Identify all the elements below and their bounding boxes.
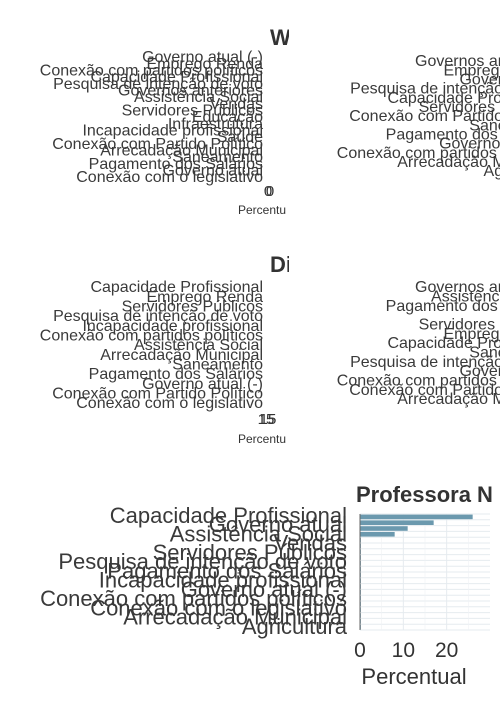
x-tick-label: 10: [392, 639, 415, 662]
category-label: Servidores Públicos: [419, 317, 500, 334]
category-label: Conexão com Partido Político: [52, 136, 263, 153]
category-label: Arrecadação Municipal: [123, 605, 347, 630]
chart-panel-1: Governos anterioresEmprego RendaGoverno …: [337, 53, 500, 180]
category-label: Pagamento dos Salários: [89, 156, 263, 173]
category-label: Pesquisa de intenção de voto: [58, 549, 347, 574]
category-label: Capacidade Profissional: [387, 90, 500, 107]
category-label: Arrecadação Municipal: [397, 391, 500, 408]
category-label: Governo atual: [209, 512, 347, 537]
category-label: Capacidade Profissional: [387, 335, 500, 352]
category-label: Vendas: [274, 531, 347, 556]
category-label: Governo atual (-): [181, 577, 347, 602]
chart-title: Di: [270, 252, 292, 277]
category-label: Governo atual (-): [142, 49, 263, 66]
category-label: Conexão com partidos políticos: [40, 328, 263, 345]
category-label: Servidores Públicos: [419, 99, 500, 116]
category-label: Pesquisa de intenção de voto: [53, 308, 263, 325]
chart-title: W: [270, 25, 291, 50]
category-label: Capacidade Profissional: [110, 503, 347, 528]
category-label: Servidores Públicos: [122, 299, 263, 316]
category-label: Agricultura: [242, 614, 348, 639]
category-label: Pagamento dos Salários: [107, 558, 347, 583]
x-tick-label-overlap: 0: [264, 183, 272, 200]
category-label: Assistência Social: [431, 289, 500, 306]
category-label: Incapacidade profissional: [82, 318, 263, 335]
bar: [360, 526, 408, 531]
category-label: Emprego Renda: [443, 62, 500, 79]
category-label: Governos anteriores: [118, 83, 263, 100]
x-tick-label: 20: [435, 639, 458, 662]
category-label: Emprego Renda: [146, 56, 263, 73]
category-label: Pesquisa de intenção de voto: [350, 81, 500, 98]
chart-title: Professora N: [356, 482, 493, 507]
x-tick-label-overlap: 15: [258, 411, 275, 428]
category-label: Saneamento: [469, 117, 500, 134]
category-label: Governo atual (-): [439, 136, 500, 153]
bar: [360, 532, 395, 537]
category-label: Vendas: [210, 96, 263, 113]
category-label: Incapacidade profissional: [99, 568, 347, 593]
category-label: Saneamento: [172, 357, 263, 374]
x-axis-label: Percentu: [238, 203, 286, 217]
category-label: Servidores Públicos: [153, 540, 347, 565]
category-label: Arrecadação Municipal: [100, 143, 263, 160]
category-label: Governos anteriores: [415, 53, 500, 70]
category-label: Saneamento: [172, 149, 263, 166]
category-label: Pagamento dos Salários: [386, 127, 500, 144]
category-label: Pesquisa de intenção de voto: [350, 354, 500, 371]
x-tick-label: 0: [266, 183, 274, 200]
bar: [360, 520, 434, 525]
x-axis-label: Percentu: [238, 432, 286, 446]
category-label: Pagamento dos Salários: [386, 298, 500, 315]
category-label: Conexão com o legislativo: [90, 595, 347, 620]
category-label: Saneamento: [469, 345, 500, 362]
category-label: Arrecadação Municipal: [397, 154, 500, 171]
category-label: Governos anteriores: [415, 279, 500, 296]
category-label: Capacidade Profissional: [90, 279, 263, 296]
category-label: Conexão com Partido Político: [349, 108, 500, 125]
x-tick-label: 15: [260, 411, 277, 428]
category-label: Conexão com o legislativo: [76, 169, 263, 186]
category-label: Servidores Públicos: [122, 103, 263, 120]
category-label: Agricultura: [484, 163, 500, 180]
category-label: Governo atual: [459, 363, 500, 380]
category-label: Conexão com partidos políticos: [337, 145, 500, 162]
category-label: Conexão com Partido Político: [349, 382, 500, 399]
category-label: Saúde: [217, 129, 263, 146]
category-label: Assistência Social: [170, 521, 347, 546]
x-tick-label: 0: [354, 639, 366, 662]
category-label: Conexão com partidos políticos: [40, 586, 347, 611]
category-label: Conexão com o legislativo: [76, 395, 263, 412]
category-label: Pesquisa de intenção de voto: [53, 76, 263, 93]
category-label: Infraestrutura: [168, 116, 263, 133]
category-label: Educação: [192, 109, 263, 126]
category-label: Emprego Renda: [443, 326, 500, 343]
category-label: Governo atual (-): [142, 376, 263, 393]
category-label: Pagamento dos Salários: [89, 366, 263, 383]
category-label: Assistência Social: [134, 337, 263, 354]
category-label: Capacidade Profissional: [90, 69, 263, 86]
bar: [360, 514, 473, 520]
category-label: Arrecadação Municipal: [100, 347, 263, 364]
category-label: Assistência Social: [134, 89, 263, 106]
category-label: Incapacidade profissional: [82, 123, 263, 140]
category-label: Governo atual: [459, 72, 500, 89]
x-axis-label: Percentual: [361, 664, 466, 689]
category-label: Conexão com partidos políticos: [40, 63, 263, 80]
category-label: Governo atual: [162, 163, 263, 180]
category-label: Emprego Renda: [146, 289, 263, 306]
category-label: Conexão com partidos políticos: [337, 373, 500, 390]
category-label: Conexão com Partido Político: [52, 386, 263, 403]
